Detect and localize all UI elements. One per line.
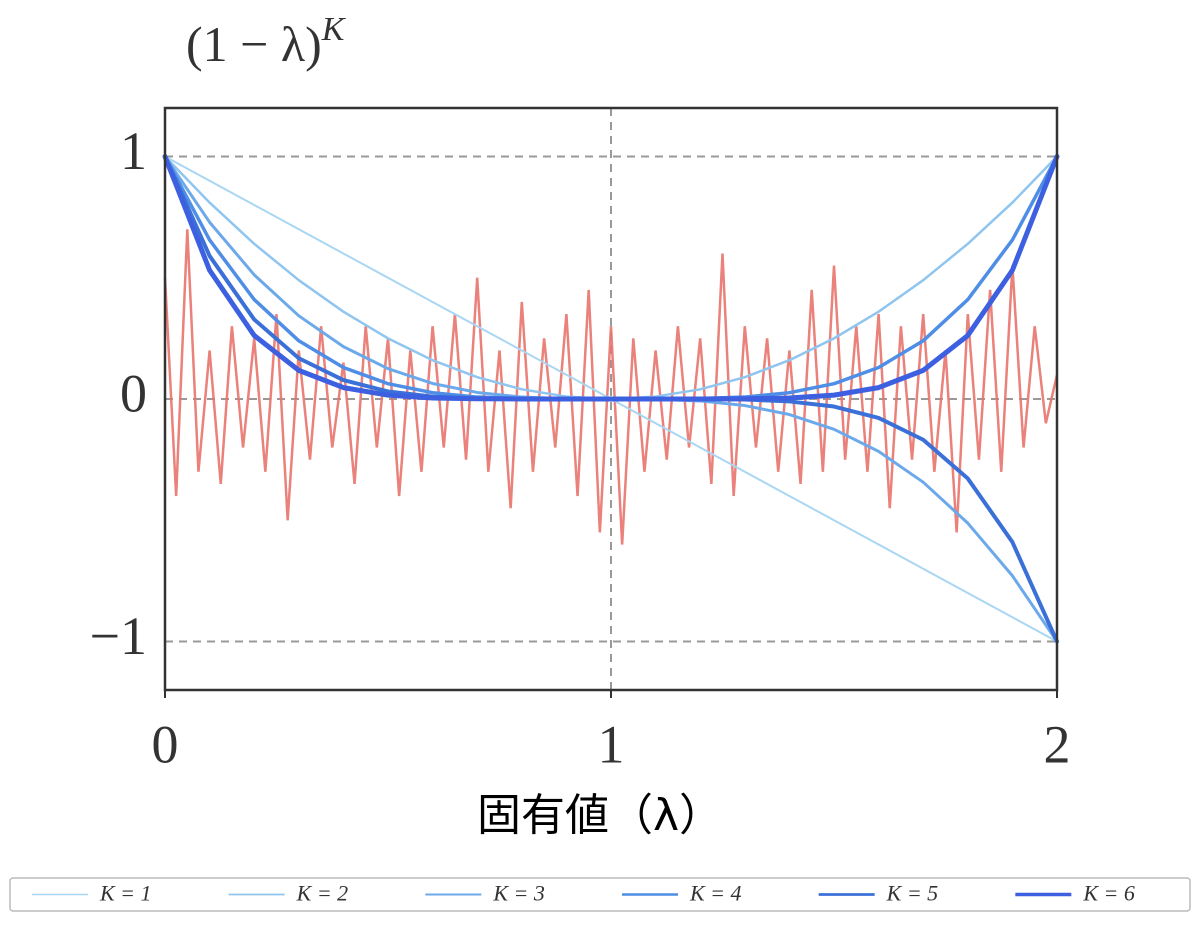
title-main: (1 − λ) xyxy=(186,16,322,72)
x-tick-label: 0 xyxy=(152,714,179,774)
y-tick-label: 0 xyxy=(120,363,147,423)
noise-line xyxy=(163,229,1059,545)
legend-label: K = 5 xyxy=(886,881,939,906)
legend-label: K = 3 xyxy=(492,881,545,906)
legend-label: K = 1 xyxy=(99,881,152,906)
y-tick-label: 1 xyxy=(120,121,147,181)
chart-title: (1 − λ)K xyxy=(186,11,347,73)
x-axis-label: 固有値（λ） xyxy=(477,790,723,841)
legend-label: K = 4 xyxy=(689,881,742,906)
title-superscript: K xyxy=(321,11,347,48)
legend-label: K = 6 xyxy=(1082,881,1135,906)
plot-frame xyxy=(163,106,1059,692)
x-tick-label: 1 xyxy=(598,714,625,774)
legend-label: K = 2 xyxy=(296,881,349,906)
x-tick-label: 2 xyxy=(1044,714,1071,774)
y-tick-label: −1 xyxy=(90,606,147,666)
legend-box xyxy=(9,877,1191,912)
series-line xyxy=(162,154,1060,402)
